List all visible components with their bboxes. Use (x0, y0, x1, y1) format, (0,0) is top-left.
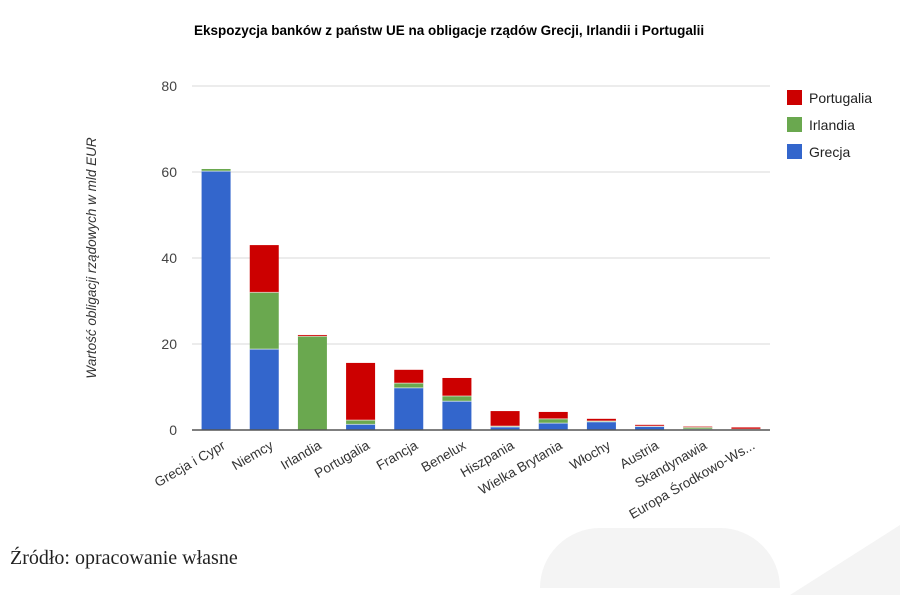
bar-segment[interactable] (298, 336, 327, 430)
bar-segment[interactable] (346, 424, 375, 430)
legend-label: Portugalia (809, 90, 872, 106)
x-tick-label: Francja (374, 437, 421, 473)
bar-segment[interactable] (539, 419, 568, 423)
x-tick-label: Niemcy (229, 437, 276, 473)
bar-segment[interactable] (250, 349, 279, 430)
bar-segment[interactable] (394, 388, 423, 430)
bar-segment[interactable] (587, 422, 616, 430)
legend-label: Irlandia (809, 117, 855, 133)
x-tick-label: Włochy (567, 437, 613, 472)
y-axis-label: Wartość obligacji rządowych w mld EUR (84, 137, 99, 379)
y-tick-label: 0 (169, 422, 177, 438)
x-tick-label: Portugalia (312, 437, 373, 481)
bar-segment[interactable] (539, 412, 568, 419)
bar-segment[interactable] (202, 171, 231, 430)
bar-segment[interactable] (442, 378, 471, 396)
legend-item[interactable]: Grecja (787, 138, 872, 165)
bar-segment[interactable] (442, 401, 471, 430)
stacked-bar-chart: 0 20 40 60 80 Wartość obligacji rządowych w m… (0, 0, 902, 583)
bar-segment[interactable] (250, 245, 279, 292)
bar-segment[interactable] (394, 383, 423, 388)
chart-legend: Portugalia Irlandia Grecja (787, 84, 872, 165)
legend-swatch-icon (787, 117, 802, 132)
bar-segment[interactable] (346, 363, 375, 420)
legend-swatch-icon (787, 90, 802, 105)
y-tick-label: 80 (161, 78, 177, 94)
bar-segment[interactable] (250, 292, 279, 349)
legend-swatch-icon (787, 144, 802, 159)
bar-segment[interactable] (394, 370, 423, 383)
legend-item[interactable]: Portugalia (787, 84, 872, 111)
bar-segment[interactable] (539, 423, 568, 430)
x-tick-label: Wielka Brytania (476, 437, 565, 497)
bar-segment[interactable] (442, 396, 471, 401)
y-tick-label: 40 (161, 250, 177, 266)
y-tick-label: 20 (161, 336, 177, 352)
bar-segment[interactable] (491, 411, 520, 426)
y-tick-label: 60 (161, 164, 177, 180)
bar-segment[interactable] (346, 420, 375, 424)
x-tick-label: Grecja i Cypr (152, 437, 228, 490)
legend-item[interactable]: Irlandia (787, 111, 872, 138)
legend-label: Grecja (809, 144, 850, 160)
source-note: Źródło: opracowanie własne (10, 547, 238, 570)
